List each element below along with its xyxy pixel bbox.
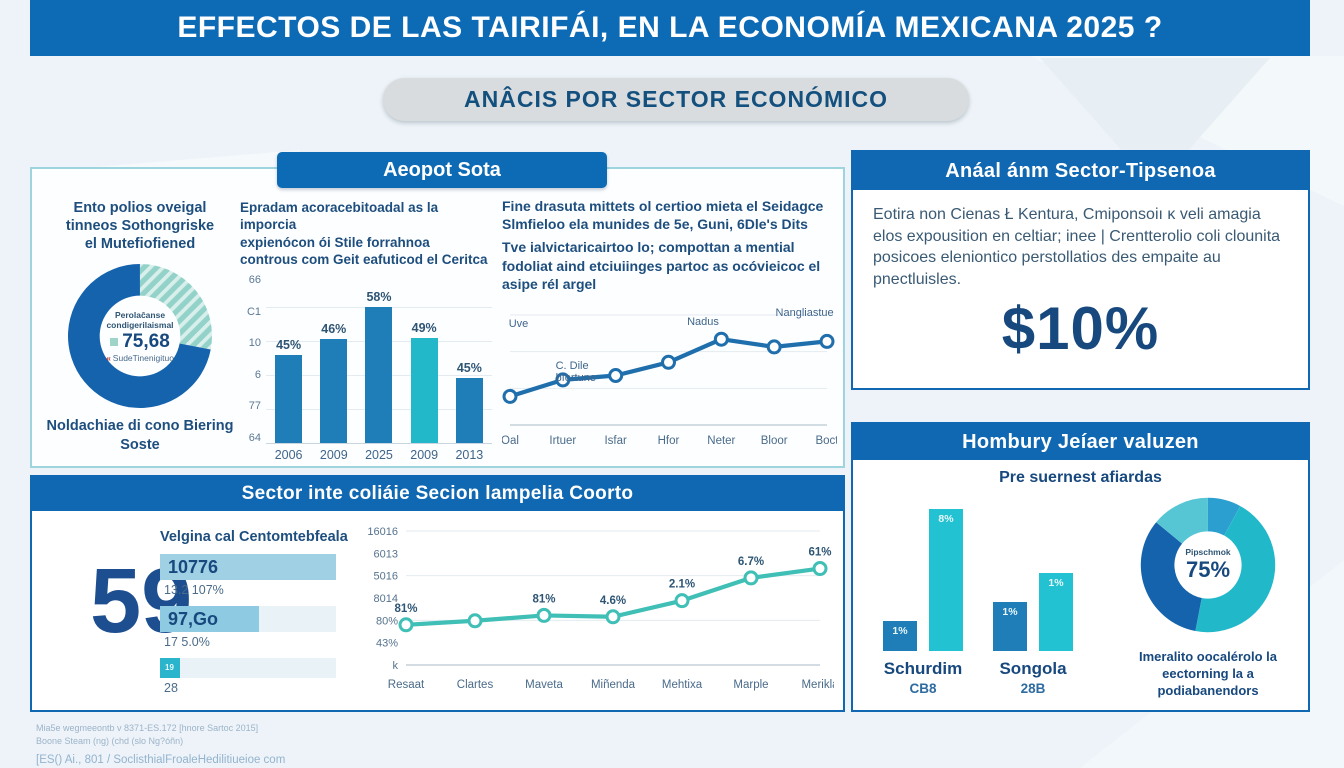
donut-75-column: Pipschmok 75% Imeralito oocalérolo la eec…: [1118, 491, 1298, 700]
svg-text:8014: 8014: [374, 593, 398, 605]
subtitle-pill: ANÂCIS POR SECTOR ECONÓMICO: [383, 78, 969, 121]
subtitle-text: ANÂCIS POR SECTOR ECONÓMICO: [464, 86, 888, 112]
row-list-rows: 10776 13.2 107% 97,Go 17 5.0% 19 28: [160, 554, 336, 695]
value-row-sub: 13.2 107%: [164, 583, 224, 597]
donut-heading: Ento polios oveigal tinneos Sothongriske…: [65, 200, 215, 253]
values-content: 1% 8% Schurdim CB8 1% 1% Songola 28B Pipschmok 7…: [853, 487, 1308, 700]
svg-text:81%: 81%: [532, 593, 555, 605]
bar-chart-x-labels: 2006 2009 2025 2009 2013: [274, 448, 484, 463]
bar: 45%: [451, 361, 487, 444]
donut-column: Ento polios oveigal tinneos Sothongriske…: [44, 199, 236, 454]
svg-text:5016: 5016: [374, 571, 398, 583]
donut-chart-75: Pipschmok 75%: [1138, 495, 1278, 635]
main-title-banner: EFFECTOS DE LAS TAIRIFÁI, EN LA ECONOMÍA…: [30, 0, 1310, 56]
svg-text:6.7%: 6.7%: [738, 556, 764, 568]
svg-text:Miñenda: Miñenda: [591, 679, 636, 691]
svg-text:61%: 61%: [808, 547, 831, 559]
donut-caption: Noldachiae di cono Biering Soste: [46, 418, 234, 453]
svg-text:4.6%: 4.6%: [600, 595, 626, 607]
svg-text:2.1%: 2.1%: [669, 579, 695, 591]
grouped-bar-chart: 1% 8% Schurdim CB8 1% 1% Songola 28B: [867, 501, 1118, 700]
bar-chart-column: Epradam acoracebitoadal as la imporcia e…: [240, 199, 492, 462]
panel-title: Hombury Jeíaer valuzen: [962, 430, 1199, 453]
row-list-heading: Velgina cal Centomtebfeala: [160, 529, 348, 545]
stat-value: $10%: [1001, 295, 1160, 363]
footer-line-2: Boone Steam (ng) (chd (slo Ng?óñn): [36, 735, 184, 746]
value-row-sub: 17 5.0%: [164, 635, 210, 649]
bar: 46%: [316, 322, 352, 444]
svg-text:Hfor: Hfor: [658, 435, 680, 447]
panel-title: Sector inte coliáie Secion lampelia Coor…: [241, 483, 634, 504]
donut-75-caption: Imeralito oocalérolo la eectorning la a …: [1139, 649, 1277, 698]
svg-text:Merikla: Merikla: [801, 679, 834, 691]
panel-header: Hombury Jeíaer valuzen: [853, 424, 1308, 460]
bar: 1%: [993, 601, 1027, 651]
line-chart-paragraph-1: Fine drasuta mittets ol certioo mieta el…: [502, 198, 824, 233]
svg-text:Uve: Uve: [509, 318, 529, 330]
line-chart-impact: Oal Irtuer Isfar Hfor Neter Bloor Boct Uve C. Di…: [501, 297, 839, 454]
panel-sector-analysis: Anáal ánm Sector-Tipsenoa Eotira non Cie…: [851, 150, 1310, 390]
svg-text:Clartes: Clartes: [457, 679, 494, 691]
footer: Mia5e wegmeeontb v 8371-ES.172 [hnore Sa…: [36, 722, 285, 766]
bar: 8%: [929, 508, 963, 651]
panel-header: Sector inte coliáie Secion lampelia Coor…: [32, 477, 843, 511]
value-row-bar: 97,Go: [160, 606, 336, 632]
svg-text:Boct: Boct: [815, 435, 837, 447]
bar-chart-heading: Epradam acoracebitoadal as la imporcia e…: [240, 200, 488, 267]
panel-tab-title: Aeopot Sota: [277, 152, 607, 188]
bar-chart-plot: 45% 46% 58% 49% 45%: [266, 274, 492, 445]
panel-sector-detail: Sector inte coliáie Secion lampelia Coor…: [30, 475, 845, 712]
svg-text:Nangliastue: Nangliastue: [776, 307, 834, 319]
svg-text:k: k: [393, 660, 399, 672]
svg-text:81%: 81%: [394, 603, 417, 615]
svg-text:Isfar: Isfar: [604, 435, 627, 447]
value-row-bar: 10776: [160, 554, 336, 580]
bar: 58%: [361, 290, 397, 444]
svg-text:Mehtixa: Mehtixa: [662, 679, 703, 691]
svg-text:Irtuer: Irtuer: [549, 435, 576, 447]
donut-chart-tariff: Perolaĉanse condigerilaismal 75,68 «SudeTi…: [65, 261, 215, 411]
line-chart-paragraph-2: Tve ialvictaricairtoo lo; compottan a me…: [502, 239, 821, 292]
svg-text:16016: 16016: [367, 526, 398, 538]
bar: 1%: [883, 621, 917, 651]
svg-text:Neter: Neter: [707, 435, 735, 447]
svg-text:Resaat: Resaat: [388, 679, 425, 691]
panel-tariff-overview: Aeopot Sota Ento polios oveigal tinneos …: [30, 152, 845, 468]
line-chart-sector: 16016 6013 5016 8014 80% 43% k 81% 81% 4.6% 2.1% 6.…: [354, 521, 839, 698]
bar-chart-years: 66 C1 10 6 77 64 45% 46% 58% 49% 45%: [240, 274, 492, 445]
svg-text:Bloor: Bloor: [761, 435, 788, 447]
svg-text:43%: 43%: [376, 638, 398, 650]
svg-text:6013: 6013: [374, 548, 398, 560]
bar-group: 1% 8% Schurdim CB8: [883, 501, 963, 700]
svg-text:Oal: Oal: [502, 435, 519, 447]
panel-body: Eotira non Cienas Ł Kentura, Cmiponsoiı …: [853, 190, 1308, 363]
panel-title: Anáal ánm Sector-Tipsenoa: [945, 159, 1216, 182]
panel-header: Anáal ánm Sector-Tipsenoa: [853, 152, 1308, 190]
footer-line-1: Mia5e wegmeeontb v 8371-ES.172 [hnore Sa…: [36, 723, 259, 733]
svg-text:Marple: Marple: [733, 679, 768, 691]
analysis-paragraph: Eotira non Cienas Ł Kentura, Cmiponsoiı …: [873, 206, 1281, 288]
bar: 1%: [1039, 573, 1073, 651]
line-chart-column: Fine drasuta mittets ol certioo mieta el…: [501, 197, 839, 454]
svg-text:Nadus: Nadus: [687, 316, 719, 328]
values-subtitle: Pre suernest afiardas: [999, 469, 1162, 486]
footer-line-3: [ES() Ai., 801 / SoclisthialFroaleHedili…: [36, 754, 286, 767]
bar-chart-y-axis: 66 C1 10 6 77 64: [246, 274, 261, 445]
bar: 45%: [271, 338, 307, 444]
value-row-list: Velgina cal Centomtebfeala 10776 13.2 107…: [160, 529, 348, 704]
value-row-sub: 28: [164, 681, 178, 695]
panel-values: Hombury Jeíaer valuzen Pre suernest afia…: [851, 422, 1310, 712]
page-title: EFFECTOS DE LAS TAIRIFÁI, EN LA ECONOMÍA…: [177, 11, 1163, 44]
value-row-bar: 19: [160, 658, 336, 678]
svg-text:80%: 80%: [376, 615, 398, 627]
svg-text:Maveta: Maveta: [525, 679, 563, 691]
bar-group: 1% 1% Songola 28B: [993, 501, 1073, 700]
bar: 49%: [406, 321, 442, 444]
